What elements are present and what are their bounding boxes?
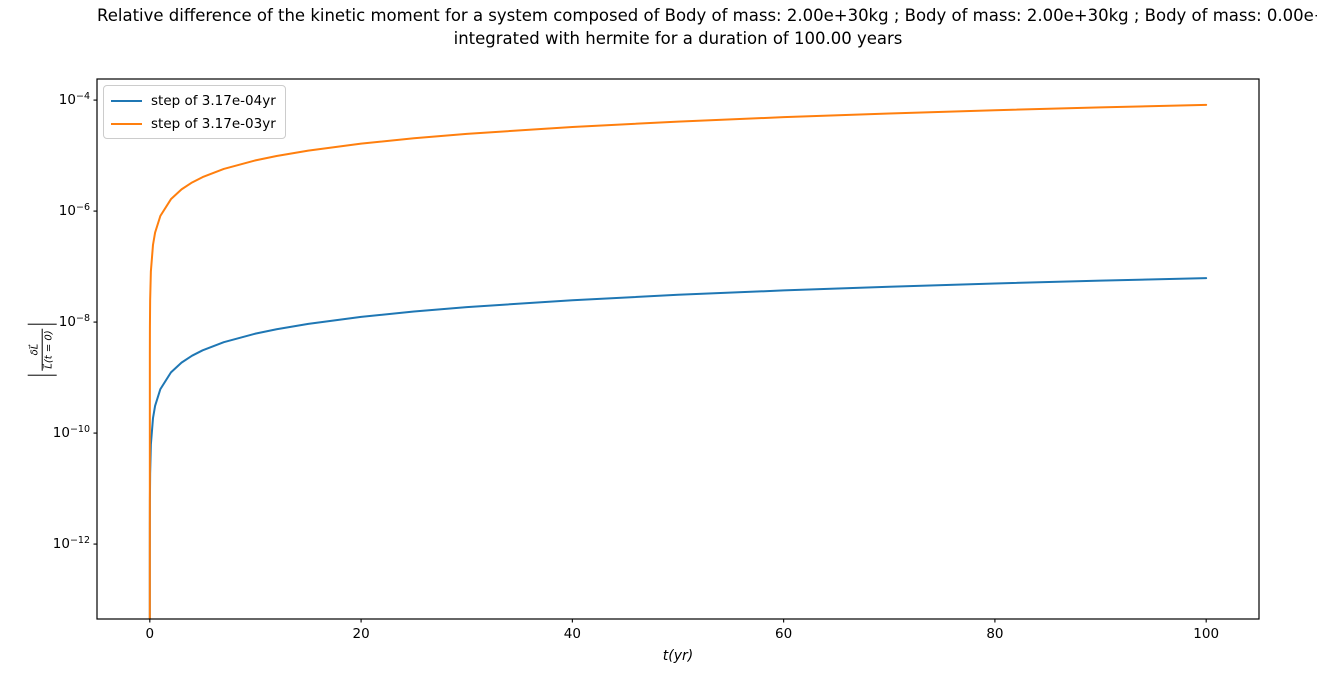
y-axis-label: δL⃗ L⃗(t = 0) xyxy=(0,79,84,619)
chart-title: Relative difference of the kinetic momen… xyxy=(97,4,1317,50)
chart-title-line-2: integrated with hermite for a duration o… xyxy=(453,29,903,48)
legend-item-1: step of 3.17e-03yr xyxy=(111,114,276,133)
y-tick-label: 10−4 xyxy=(58,91,90,109)
legend: step of 3.17e-04yr step of 3.17e-03yr xyxy=(103,85,286,139)
x-tick-label: 100 xyxy=(1193,626,1220,642)
plot-border xyxy=(96,78,1260,620)
y-label-denominator: L⃗(t = 0) xyxy=(41,327,56,371)
x-tick-label: 0 xyxy=(145,626,155,642)
legend-line-sample-blue xyxy=(111,99,142,102)
x-tick-label: 80 xyxy=(986,626,1004,642)
x-axis-label: t(yr) xyxy=(662,648,694,664)
y-tick-label: 10−12 xyxy=(52,535,90,553)
series-line-0 xyxy=(148,277,1208,619)
y-tick-label: 10−10 xyxy=(52,424,90,442)
y-tick-label: 10−8 xyxy=(58,313,90,331)
y-label-numerator: δL⃗ xyxy=(29,343,41,355)
legend-item-0: step of 3.17e-04yr xyxy=(111,91,276,110)
legend-label-1: step of 3.17e-03yr xyxy=(151,115,276,132)
x-tick-label: 20 xyxy=(352,626,370,642)
x-tick-label: 40 xyxy=(563,626,581,642)
y-tick-label: 10−6 xyxy=(58,202,90,220)
x-tick-label: 60 xyxy=(775,626,793,642)
chart-title-line-1: Relative difference of the kinetic momen… xyxy=(97,6,1317,25)
legend-line-sample-orange xyxy=(111,122,142,125)
series-line-1 xyxy=(148,103,1208,619)
legend-label-0: step of 3.17e-04yr xyxy=(151,92,276,109)
abs-value-fraction: δL⃗ L⃗(t = 0) xyxy=(27,322,57,376)
